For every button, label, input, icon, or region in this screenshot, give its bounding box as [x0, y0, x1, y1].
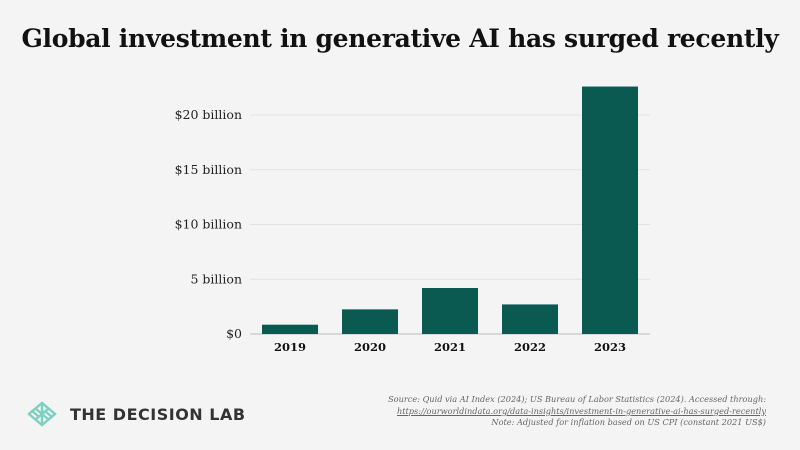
bar-2021: [422, 288, 478, 334]
source-link[interactable]: https://ourworldindata.org/data-insights…: [396, 405, 766, 416]
x-tick-label: 2019: [274, 340, 306, 354]
y-tick-label: $15 billion: [175, 162, 242, 177]
y-tick-label: 5 billion: [191, 271, 243, 286]
x-axis-ticks: 2019 2020 2021 2022 2023: [274, 340, 626, 354]
chart-title: Global investment in generative AI has s…: [21, 24, 779, 53]
bar-2020: [342, 309, 398, 334]
bar-2019: [262, 324, 318, 334]
brand-logo: THE DECISION LAB: [26, 400, 246, 428]
y-axis-ticks: $0 5 billion $10 billion $15 billion $20 bil…: [175, 107, 242, 341]
decision-lab-leaf-logo-icon: [27, 401, 57, 427]
x-tick-label: 2023: [594, 340, 626, 354]
bar-layer: [262, 86, 638, 334]
y-tick-label: $10 billion: [175, 217, 242, 232]
x-tick-label: 2020: [354, 340, 386, 354]
y-tick-label: $20 billion: [175, 107, 242, 122]
source-note: Source: Quid via AI Index (2024); US Bur…: [366, 394, 766, 429]
inflation-note: Note: Adjusted for inflation based on US…: [491, 417, 766, 427]
bar-chart: $0 5 billion $10 billion $15 billion $20 bil…: [175, 86, 650, 354]
x-tick-label: 2021: [434, 340, 466, 354]
x-tick-label: 2022: [514, 340, 546, 354]
bar-2023: [582, 86, 638, 334]
source-line: Source: Quid via AI Index (2024); US Bur…: [388, 394, 766, 404]
y-tick-label: $0: [226, 326, 242, 341]
brand-name: THE DECISION LAB: [70, 404, 246, 424]
bar-2022: [502, 304, 558, 334]
